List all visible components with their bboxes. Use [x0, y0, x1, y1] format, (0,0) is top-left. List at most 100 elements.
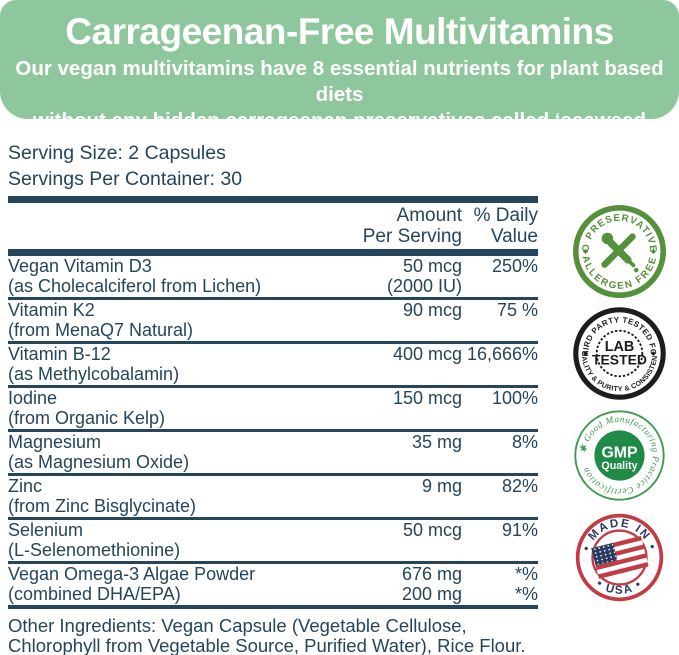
nutrient-daily-value: 91% — [501, 520, 538, 540]
serving-info: Serving Size: 2 Capsules Servings Per Co… — [8, 141, 538, 192]
header-banner: Carrageenan-Free Multivitamins Our vegan… — [0, 0, 679, 158]
us-flag-icon — [591, 535, 649, 579]
table-row: Iodine (from Organic Kelp) 150 mcg 100% — [8, 388, 538, 429]
nutrient-source: (L-Selenomethionine) — [8, 539, 181, 560]
nutrient-name: Magnesium — [8, 432, 102, 452]
nutrient-name: Vegan Omega-3 Algae Powder — [8, 564, 256, 584]
table-row: Magnesium (as Magnesium Oxide) 35 mg 8% — [8, 432, 538, 473]
product-title: Carrageenan-Free Multivitamins — [65, 11, 614, 52]
nutrient-daily-value-secondary: *% — [514, 583, 538, 604]
row-divider — [8, 341, 538, 344]
nutrient-amount-cell: 90 mcg — [340, 300, 462, 340]
nutrient-daily-value-cell: 8% — [462, 432, 538, 472]
gmp-quality-badge: ✱ Good Manufacturing Practice Certificat… — [574, 410, 665, 501]
other-ingredients: Other Ingredients: Vegan Capsule (Vegeta… — [8, 616, 538, 655]
badge-center-line-2: TESTED — [592, 352, 647, 368]
divider-thick-top — [8, 196, 538, 203]
nutrient-daily-value: *% — [514, 564, 538, 584]
row-divider — [8, 473, 538, 476]
nutrient-daily-value-cell: 82% — [462, 476, 538, 516]
nutrient-name-cell: Magnesium (as Magnesium Oxide) — [8, 432, 340, 472]
column-header-amount: Amount Per Serving — [362, 205, 462, 247]
subtitle-line-2: without any hidden carrageenan preservat… — [33, 109, 646, 158]
nutrient-name-cell: Selenium (L-Selenomethionine) — [8, 520, 340, 560]
nutrient-name: Vegan Vitamin D3 — [8, 256, 152, 276]
divider-thick-bottom — [8, 605, 538, 609]
row-divider — [8, 297, 538, 300]
badge-ring — [573, 307, 666, 400]
supplement-facts-panel: Serving Size: 2 Capsules Servings Per Co… — [8, 141, 538, 655]
nutrient-name-cell: Vitamin K2 (from MenaQ7 Natural) — [8, 300, 340, 340]
nutrient-name: Zinc — [8, 476, 43, 496]
no-preservatives-badge: NO PRESERVATIVES ALLERGEN FREE — [573, 205, 666, 298]
subtitle-line-1: Our vegan multivitamins have 8 essential… — [15, 57, 664, 106]
nutrient-amount-cell: 676 mg 200 mg — [340, 564, 462, 604]
serving-size: Serving Size: 2 Capsules — [8, 142, 226, 164]
nutrient-daily-value: 82% — [501, 476, 538, 496]
product-subtitle: Our vegan multivitamins have 8 essential… — [0, 56, 679, 160]
nutrient-daily-value: 250% — [491, 256, 538, 276]
nutrient-name: Iodine — [8, 388, 58, 408]
nutrient-name-cell: Vegan Vitamin D3 (as Cholecalciferol fro… — [8, 256, 340, 296]
nutrient-source: (as Methylcobalamin) — [8, 363, 180, 384]
inner-ring — [591, 529, 648, 586]
nutrient-name-cell: Iodine (from Organic Kelp) — [8, 388, 340, 428]
table-row: Zinc (from Zinc Bisglycinate) 9 mg 82% — [8, 476, 538, 517]
column-header-daily-value: % Daily Value — [473, 205, 538, 247]
nutrient-daily-value-cell: 16,666% — [462, 344, 538, 384]
nutrient-amount: 150 mcg — [392, 388, 462, 408]
nutrient-amount-secondary: 200 mg — [401, 583, 462, 604]
nutrient-table: Vegan Vitamin D3 (as Cholecalciferol fro… — [8, 256, 538, 605]
lab-tested-badge: THIRD PARTY TESTED FOR QUALITY & PURITY … — [573, 307, 666, 400]
servings-per-container: Servings Per Container: 30 — [8, 167, 243, 190]
nutrient-name-cell: Zinc (from Zinc Bisglycinate) — [8, 476, 340, 516]
nutrient-amount: 90 mcg — [402, 300, 462, 320]
nutrient-source: (as Magnesium Oxide) — [8, 451, 190, 472]
table-row: Selenium (L-Selenomethionine) 50 mcg 91% — [8, 520, 538, 561]
table-row: Vegan Omega-3 Algae Powder (combined DHA… — [8, 564, 538, 605]
nutrient-daily-value: 75 % — [496, 300, 538, 320]
row-divider — [8, 517, 538, 520]
nutrient-amount: 50 mcg — [402, 256, 462, 276]
nutrient-amount-cell: 35 mg — [340, 432, 462, 472]
scalloped-inner-ring — [595, 329, 644, 378]
other-ingredients-line-2: Chlorophyll from Vegetable Source, Purif… — [8, 635, 526, 655]
other-ingredients-line-1: Other Ingredients: Vegan Capsule (Vegeta… — [8, 615, 467, 636]
table-row: Vitamin B-12 (as Methylcobalamin) 400 mc… — [8, 344, 538, 385]
made-in-usa-badge: • MADE IN • • USA • — [575, 513, 664, 602]
table-row: Vitamin K2 (from MenaQ7 Natural) 90 mcg … — [8, 300, 538, 341]
nutrient-daily-value-cell: 100% — [462, 388, 538, 428]
nutrient-amount: 676 mg — [401, 564, 462, 584]
nutrient-daily-value-cell: 75 % — [462, 300, 538, 340]
nutrient-daily-value-cell: *% *% — [462, 564, 538, 604]
nutrient-daily-value: 8% — [511, 432, 538, 452]
table-header-row: Amount Per Serving % Daily Value — [8, 203, 538, 249]
crossed-dropper-icon — [601, 232, 639, 273]
nutrient-name-cell: Vitamin B-12 (as Methylcobalamin) — [8, 344, 340, 384]
row-divider — [8, 561, 538, 564]
nutrient-source: (from Organic Kelp) — [8, 407, 166, 428]
nutrient-amount-cell: 9 mg — [340, 476, 462, 516]
nutrient-daily-value-cell: 91% — [462, 520, 538, 560]
divider-thick-header — [8, 249, 538, 256]
nutrient-amount-cell: 50 mcg (2000 IU) — [340, 256, 462, 296]
nutrient-name: Vitamin K2 — [8, 300, 95, 320]
badge-center-line-1: LAB — [605, 339, 635, 355]
row-divider — [8, 385, 538, 388]
badge-center-line-2: Quality — [601, 460, 637, 472]
nutrient-source: (from Zinc Bisglycinate) — [8, 495, 197, 516]
nutrient-source: (combined DHA/EPA) — [8, 583, 181, 604]
nutrient-amount: 400 mcg — [392, 344, 462, 364]
nutrient-amount: 50 mcg — [402, 520, 462, 540]
nutrient-amount-cell: 400 mcg — [340, 344, 462, 384]
certification-badges: NO PRESERVATIVES ALLERGEN FREE THIRD PAR… — [560, 205, 679, 604]
nutrient-name-cell: Vegan Omega-3 Algae Powder (combined DHA… — [8, 564, 340, 604]
nutrient-daily-value-cell: 250% — [462, 256, 538, 296]
nutrient-amount-cell: 50 mcg — [340, 520, 462, 560]
badge-center-line-1: GMP — [602, 444, 638, 461]
nutrient-source: (from MenaQ7 Natural) — [8, 319, 194, 340]
badge-center-disc — [594, 430, 645, 481]
nutrient-amount: 9 mg — [421, 476, 462, 496]
nutrient-daily-value: 100% — [491, 388, 538, 408]
